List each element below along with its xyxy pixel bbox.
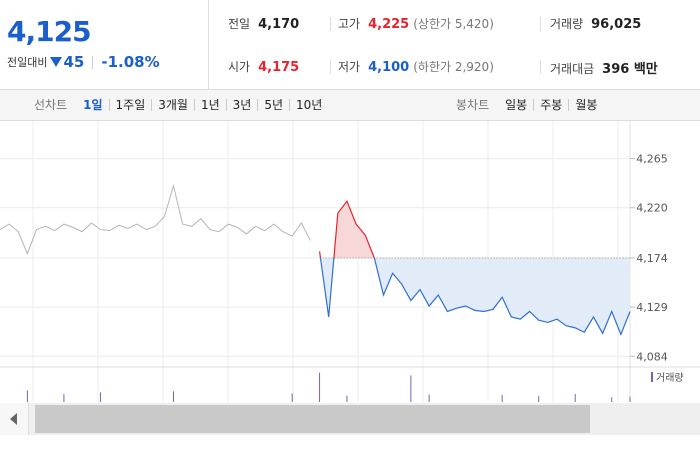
stat-label: 거래량: [550, 17, 584, 31]
stat: 고가 4,225 (상한가 5,420): [338, 15, 494, 32]
down-arrow: [50, 57, 63, 67]
stat-label: 전일: [228, 17, 251, 31]
volume-bar: [346, 395, 348, 402]
candle-tabs: 봉차트 일봉 주봉 월봉: [450, 90, 603, 120]
change-value: 45: [63, 53, 85, 71]
scrollbar[interactable]: [0, 403, 700, 435]
chart: 4,265 4,220 4,174 4,129 4,084 거래량: [0, 121, 700, 402]
separator: [540, 17, 541, 31]
stat: 거래량 96,025: [550, 15, 641, 32]
current-price: 4,125: [7, 15, 92, 48]
volume-bar: [63, 394, 65, 402]
y-tick-label: 4,174: [636, 252, 668, 265]
legend-label: 거래량: [656, 372, 684, 384]
separator: [330, 17, 331, 31]
price-line-above: [318, 199, 375, 258]
legend-swatch: [651, 372, 653, 382]
change-row: 전일대비 45 -1.08%: [7, 53, 160, 71]
candle-tab[interactable]: 일봉: [505, 98, 528, 112]
y-tick-label: 4,220: [636, 202, 668, 215]
volume-bar: [319, 372, 321, 402]
price-line: [0, 183, 311, 255]
volume-bar: [501, 395, 503, 402]
stat: 저가 4,100 (하한가 2,920): [338, 58, 494, 75]
separator: [540, 60, 541, 74]
separator: [92, 55, 94, 69]
area-below: [320, 257, 630, 335]
stat: 시가 4,175: [228, 58, 299, 75]
period-tab[interactable]: 5년: [257, 99, 289, 111]
stat-label: 시가: [228, 60, 251, 74]
stat-note: (하한가 2,920): [413, 60, 494, 74]
volume-bar: [611, 397, 613, 402]
stat: 거래대금 396 백만: [550, 58, 658, 77]
volume-bar: [428, 394, 430, 402]
volume-bar: [172, 391, 174, 402]
period-tab[interactable]: 1주일: [108, 99, 152, 111]
tab-group-label: 선차트: [34, 98, 68, 112]
volume-bar: [99, 392, 101, 402]
stat-value: 4,170: [258, 17, 300, 32]
volume-bar: [629, 396, 631, 402]
area-above: [319, 201, 630, 258]
chart-tabs: 선차트 1일 1주일 3개월 1년 3년 5년 10년 봉차트 일봉 주봉 월봉: [0, 90, 700, 121]
stat-label: 고가: [338, 17, 361, 31]
candle-tab[interactable]: 주봉: [533, 99, 568, 111]
stat-value: 96,025: [591, 17, 642, 32]
scroll-left-button[interactable]: [0, 403, 29, 435]
price-line-below: [319, 257, 631, 337]
period-tab[interactable]: 10년: [289, 99, 328, 111]
y-tick-label: 4,129: [636, 301, 668, 314]
stat-value: 4,225: [368, 17, 410, 32]
y-tick-label: 4,084: [636, 350, 668, 363]
stat-value: 4,175: [258, 60, 300, 75]
stat-value: 396 백만: [602, 62, 658, 77]
change-rate: -1.08%: [101, 53, 160, 71]
line-tabs: 선차트 1일 1주일 3개월 1년 3년 5년 10년: [28, 90, 328, 120]
period-tab[interactable]: 3개월: [151, 99, 194, 111]
scroll-thumb[interactable]: [35, 405, 590, 433]
price-panel: 4,125 전일대비 45 -1.08%: [0, 0, 209, 89]
volume-bar: [574, 394, 576, 402]
candle-tab[interactable]: 월봉: [568, 99, 603, 111]
quote-header: 4,125 전일대비 45 -1.08% 전일 4,170 고가 4,225 (상한가 …: [0, 0, 700, 90]
stat-label: 거래대금: [550, 62, 595, 76]
stat-label: 저가: [338, 60, 361, 74]
volume-bar: [538, 396, 540, 402]
period-tab[interactable]: 1일: [83, 98, 103, 112]
volume-bar: [410, 375, 412, 402]
tab-group-label: 봉차트: [456, 98, 490, 112]
volume-bar: [291, 393, 293, 402]
period-tab[interactable]: 3년: [225, 99, 258, 111]
stat: 전일 4,170: [228, 15, 299, 32]
volume-bar: [26, 390, 28, 402]
change-label: 전일대비: [7, 56, 48, 69]
separator: [330, 60, 331, 74]
stat-value: 4,100: [368, 60, 410, 75]
stat-note: (상한가 5,420): [413, 17, 494, 31]
y-tick-label: 4,265: [636, 153, 668, 166]
period-tab[interactable]: 1년: [193, 99, 226, 111]
